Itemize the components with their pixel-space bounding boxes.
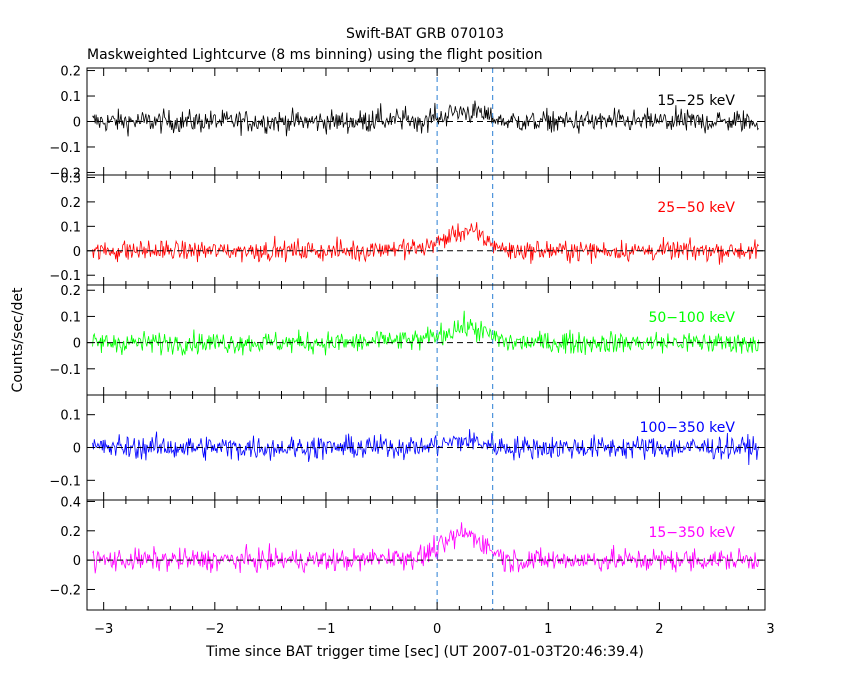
chart-title: Swift-BAT GRB 070103 [346, 26, 504, 42]
series-line-50-100-kev [92, 310, 759, 356]
x-tick-label: 1 [544, 622, 552, 637]
panel-label: 25−50 keV [657, 200, 735, 216]
panel-15-25-kev: −0.2 −0.1 0 0.1 0.2 15−25 keV [49, 65, 766, 181]
x-tick-label: −2 [205, 622, 224, 637]
panel-15-350-kev: −0.2 0 0.2 0.4 15−350 keV [49, 495, 766, 611]
x-tick-label: 0 [433, 622, 441, 637]
x-tick-label: −3 [94, 622, 113, 637]
y-tick-label: −0.1 [49, 141, 81, 156]
x-axis-label: Time since BAT trigger time [sec] (UT 20… [205, 644, 644, 660]
y-tick-label: 0 [73, 337, 81, 352]
y-tick-label: 0.3 [60, 171, 81, 186]
series-line-100-350-kev [92, 429, 759, 466]
chart-subtitle: Maskweighted Lightcurve (8 ms binning) u… [87, 47, 543, 63]
series-line-15-25-kev [92, 100, 759, 137]
y-tick-label: 0 [73, 245, 81, 260]
y-tick-label: 0.2 [60, 196, 81, 211]
y-tick-label: 0.1 [60, 310, 81, 325]
panel-label: 100−350 keV [640, 420, 736, 436]
y-tick-label: −0.1 [49, 363, 81, 378]
y-axis-label: Counts/sec/det [10, 287, 26, 392]
y-tick-label: −0.2 [49, 583, 81, 598]
y-tick-label: 0.2 [60, 284, 81, 299]
y-tick-label: −0.1 [49, 474, 81, 489]
panel-frame [86, 499, 766, 611]
panel-label: 50−100 keV [648, 310, 735, 326]
y-tick-label: 0.1 [60, 409, 81, 424]
panel-label: 15−350 keV [648, 525, 735, 541]
panels-group: −0.2−0.100.10.215−25 keV−0.100.10.20.325… [49, 65, 774, 637]
y-tick-label: 0.2 [60, 525, 81, 540]
panel-frame [86, 174, 766, 286]
x-tick-label: 2 [655, 622, 663, 637]
x-tick-label: −1 [316, 622, 335, 637]
y-tick-label: 0.1 [60, 220, 81, 235]
panel-50-100-kev: −0.1 0 0.1 0.2 50−100 keV [49, 284, 766, 396]
panel-25-50-kev: −0.1 0 0.1 0.2 0.3 25−50 keV [49, 171, 766, 286]
y-tick-label: 0.1 [60, 90, 81, 105]
y-tick-label: 0.4 [60, 495, 81, 510]
y-tick-label: 0.2 [60, 65, 81, 80]
y-tick-label: −0.2 [49, 166, 81, 181]
series-line-25-50-kev [92, 222, 759, 265]
y-tick-label: 0 [73, 116, 81, 131]
panel-label: 15−25 keV [657, 93, 735, 109]
y-tick-label: 0 [73, 442, 81, 457]
y-tick-label: −0.1 [49, 269, 81, 284]
panel-100-350-kev: −0.1 0 0.1 100−350 keV [49, 394, 766, 501]
y-tick-label: 0 [73, 554, 81, 569]
x-tick-label: 3 [766, 622, 774, 637]
